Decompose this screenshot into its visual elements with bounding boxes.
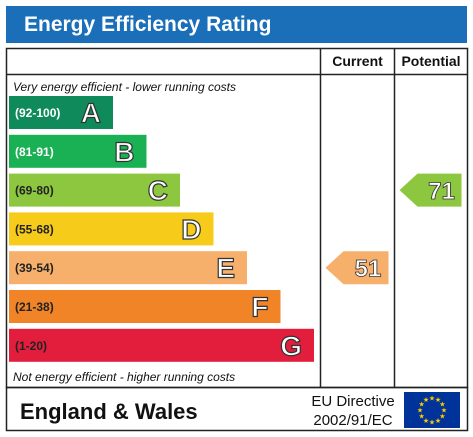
eu-flag-icon: ★ ★★★★★★★★★★★ bbox=[404, 392, 460, 428]
band-c-range: (69-80) bbox=[15, 184, 54, 198]
band-a-letter: A bbox=[81, 98, 101, 129]
band-b-range: (81-91) bbox=[15, 145, 54, 159]
band-g-range: (1-20) bbox=[15, 339, 47, 353]
band-b-bar bbox=[9, 134, 147, 168]
eu-flag-star: ★ bbox=[429, 419, 435, 427]
band-d-bar bbox=[9, 212, 214, 246]
current-rating-value: 51 bbox=[355, 256, 382, 283]
band-a-bar bbox=[9, 96, 113, 129]
band-e-bar bbox=[9, 251, 247, 285]
eu-flag-star: ★ bbox=[423, 417, 429, 425]
band-c-letter: C bbox=[148, 175, 168, 206]
band-b-letter: B bbox=[114, 136, 134, 167]
band-a-range: (92-100) bbox=[15, 106, 60, 120]
eu-flag-star: ★ bbox=[435, 417, 441, 425]
potential-column-header: Potential bbox=[401, 53, 460, 69]
band-g-bar bbox=[9, 328, 314, 362]
page-title: Energy Efficiency Rating bbox=[24, 13, 272, 36]
potential-rating-arrow bbox=[399, 173, 462, 207]
band-f-bar bbox=[9, 290, 281, 323]
eu-flag-star: ★ bbox=[423, 396, 429, 404]
band-f-letter: F bbox=[251, 292, 268, 323]
current-column-header: Current bbox=[332, 53, 383, 69]
eu-flag-star: ★ bbox=[418, 401, 424, 409]
eu-flag-star: ★ bbox=[418, 413, 424, 421]
band-e-letter: E bbox=[216, 253, 235, 284]
potential-rating-value: 71 bbox=[428, 178, 455, 205]
eu-flag-star: ★ bbox=[439, 401, 445, 409]
top-note: Very energy efficient - lower running co… bbox=[13, 80, 236, 94]
eu-flag-star: ★ bbox=[429, 395, 435, 403]
bottom-note: Not energy efficient - higher running co… bbox=[13, 370, 235, 384]
title-bar: Energy Efficiency Rating bbox=[6, 6, 467, 43]
band-g-letter: G bbox=[280, 330, 302, 361]
region-label: England & Wales bbox=[20, 399, 198, 424]
directive-line1: EU Directive bbox=[311, 393, 394, 410]
current-rating-arrow bbox=[325, 251, 389, 285]
eu-flag-star: ★ bbox=[439, 413, 445, 421]
band-c-bar bbox=[9, 173, 180, 207]
band-d-range: (55-68) bbox=[15, 222, 54, 236]
band-d-letter: D bbox=[181, 214, 201, 245]
band-e-range: (39-54) bbox=[15, 261, 54, 275]
rating-indicators: 51 71 bbox=[325, 173, 462, 285]
eu-flag-star: ★ bbox=[435, 396, 441, 404]
band-f-range: (21-38) bbox=[15, 300, 54, 314]
rating-bands: (92-100) A (81-91) B (69-80) C (55-68) D (39-54)… bbox=[9, 96, 314, 362]
eu-flag-star: ★ bbox=[417, 407, 423, 415]
eu-flag-star: ★ bbox=[441, 407, 447, 415]
directive-line2: 2002/91/EC bbox=[313, 412, 392, 429]
footer-frame bbox=[5, 386, 469, 432]
